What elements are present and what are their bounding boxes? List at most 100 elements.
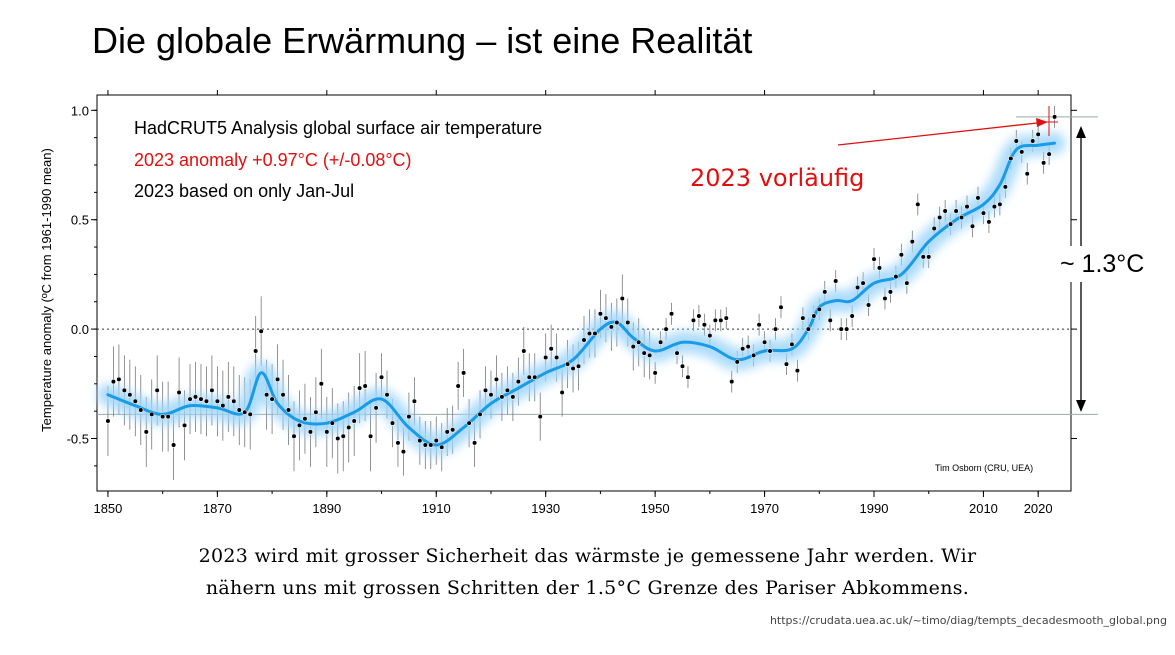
annual-point — [389, 420, 396, 426]
annual-point — [958, 214, 965, 221]
annual-point — [384, 392, 390, 398]
annual-point — [428, 442, 434, 448]
annual-point — [854, 284, 861, 291]
annual-point — [860, 280, 866, 286]
annual-point — [789, 341, 795, 348]
annual-point — [871, 256, 877, 262]
annual-point — [559, 389, 565, 396]
annual-point — [608, 324, 614, 330]
annual-point — [335, 435, 341, 442]
annual-point — [876, 265, 883, 271]
annual-point — [143, 429, 149, 435]
annual-point — [772, 326, 779, 332]
annual-point — [116, 376, 122, 383]
x-tick-label: 1910 — [422, 501, 451, 516]
annual-point — [176, 389, 182, 396]
annual-point — [641, 350, 647, 356]
annual-point — [526, 374, 532, 380]
range-arrowhead-bottom — [1076, 400, 1086, 412]
annual-point — [160, 414, 166, 420]
credit-label: Tim Osborn (CRU, UEA) — [935, 463, 1033, 473]
annual-point — [827, 317, 833, 323]
x-axis: 1850 1870 1890 1910 1930 1950 1970 1990 2010 2020 — [93, 90, 1053, 516]
annual-point — [575, 363, 582, 369]
annual-point — [258, 328, 264, 334]
annual-point — [893, 273, 899, 280]
annual-point — [652, 370, 658, 376]
annual-point — [948, 221, 954, 227]
annual-point — [264, 392, 270, 398]
annual-point — [455, 383, 461, 389]
annual-point — [313, 409, 319, 415]
annual-point — [679, 363, 686, 369]
annual-point — [980, 210, 987, 216]
annual-point — [734, 359, 740, 365]
range-label-bg — [1058, 246, 1162, 282]
annual-point — [619, 295, 625, 302]
annual-point — [707, 333, 713, 339]
annual-point — [1008, 155, 1014, 162]
annual-point — [865, 302, 872, 308]
annual-point — [811, 313, 817, 319]
annual-point — [253, 348, 259, 354]
annual-point — [570, 365, 576, 372]
annual-point — [357, 385, 363, 391]
annual-point — [586, 330, 593, 337]
annual-point — [504, 387, 510, 393]
annual-point — [1035, 131, 1041, 137]
annual-point — [822, 289, 828, 295]
annual-point — [1019, 149, 1025, 155]
annual-point — [521, 348, 527, 354]
annual-point — [986, 219, 992, 225]
annual-point — [969, 223, 976, 229]
annual-point — [767, 348, 773, 354]
chart-subtitle-red: 2023 anomaly +0.97°C (+/-0.08°C) — [134, 150, 412, 170]
annual-point — [121, 387, 127, 393]
y-tick-label: 0.5 — [71, 213, 89, 228]
annual-point — [318, 381, 324, 387]
annual-point — [723, 315, 729, 321]
annual-point — [630, 344, 636, 350]
annual-point — [302, 416, 308, 422]
annotation-vorlaeufig: 2023 vorläufig — [690, 164, 864, 192]
annual-point — [395, 440, 401, 446]
annual-point — [554, 354, 560, 361]
annual-point — [887, 289, 894, 295]
annual-point — [461, 370, 467, 376]
annual-point — [324, 429, 330, 435]
annual-point — [581, 337, 587, 343]
annual-point — [1046, 151, 1052, 157]
annual-point — [904, 280, 910, 286]
annual-point — [340, 433, 346, 439]
annual-point — [269, 396, 275, 402]
annual-point — [346, 424, 352, 431]
annual-point — [367, 433, 374, 439]
annual-point — [543, 354, 549, 361]
annual-point — [663, 326, 669, 332]
annual-point — [953, 208, 959, 214]
annual-point — [937, 214, 943, 221]
annual-point — [274, 376, 281, 383]
annual-point — [625, 319, 631, 326]
annual-point — [991, 203, 997, 210]
annual-point — [165, 414, 171, 420]
annual-point — [548, 346, 554, 352]
annual-point — [242, 409, 248, 415]
annual-point — [636, 339, 642, 345]
annual-point — [450, 427, 456, 433]
annual-point — [915, 201, 921, 207]
annual-point — [198, 396, 204, 402]
annual-point — [647, 352, 653, 358]
annual-point — [685, 374, 691, 380]
annual-point — [181, 422, 188, 428]
annual-point — [280, 392, 286, 398]
annual-point — [132, 398, 138, 404]
annual-point — [149, 411, 155, 418]
slide-title: Die globale Erwärmung – ist eine Realitä… — [92, 20, 753, 61]
annual-point — [942, 208, 948, 214]
annual-point — [220, 403, 226, 409]
annual-point — [236, 407, 242, 413]
annual-point — [187, 396, 193, 402]
annual-point — [909, 238, 915, 245]
annual-point — [783, 361, 790, 367]
